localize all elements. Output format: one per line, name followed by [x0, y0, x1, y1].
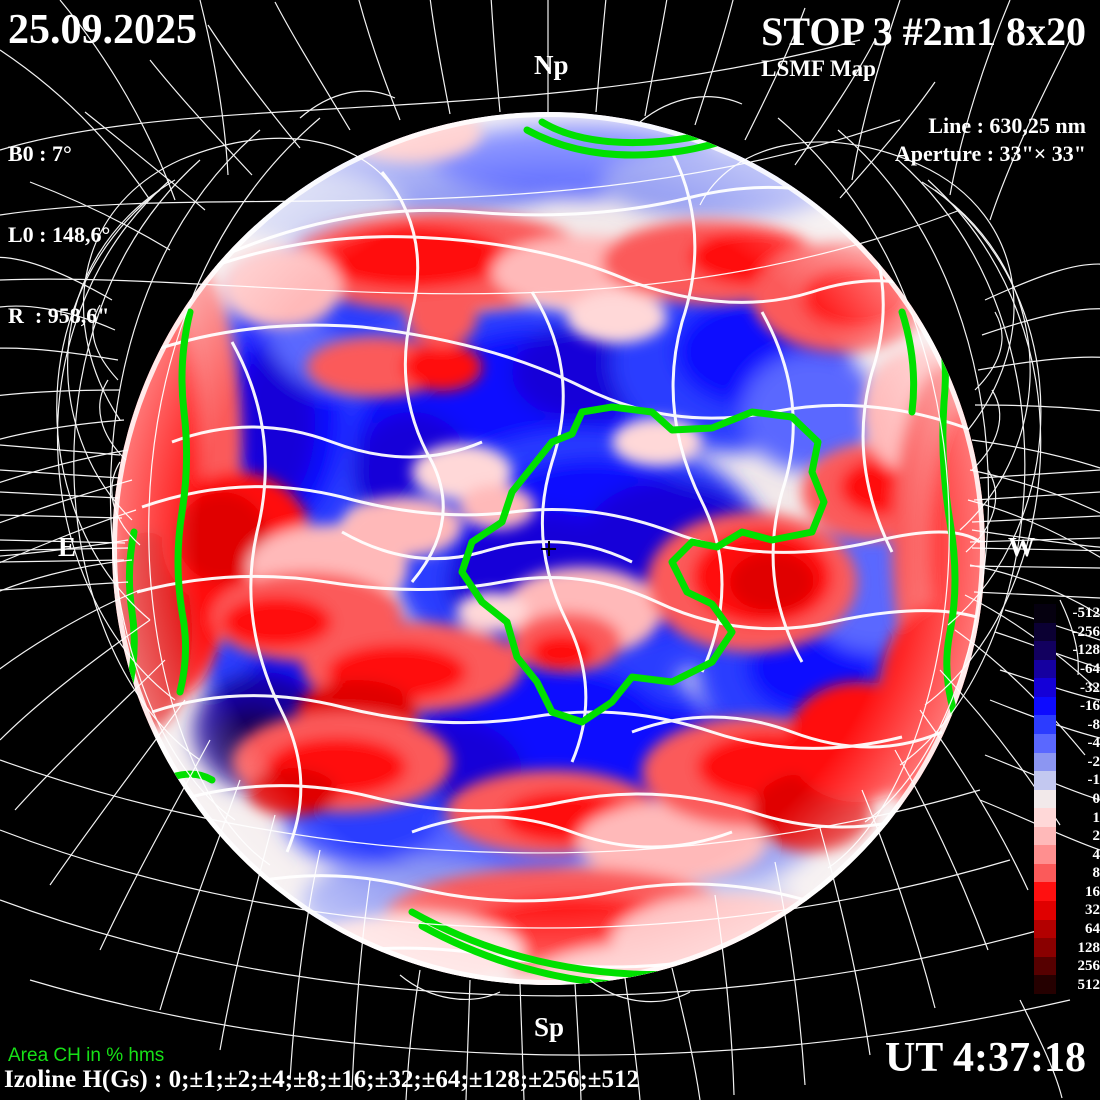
colorbar-tick-label: -32 — [1080, 679, 1100, 696]
radius-value: R : 958,6" — [8, 303, 110, 328]
north-pole-label: Np — [534, 50, 569, 80]
instrument-title-block: STOP 3 #2m1 8x20 LSMF Map — [761, 8, 1086, 82]
colorbar-tick-label: 32 — [1085, 902, 1100, 919]
colorbar-swatch — [1034, 678, 1056, 697]
colorbar-swatch — [1034, 696, 1056, 716]
colorbar-swatch — [1034, 901, 1056, 920]
colorbar-swatch — [1034, 845, 1056, 864]
colorbar-swatch — [1034, 919, 1056, 939]
aperture-value: Aperture : 33"× 33" — [894, 141, 1086, 166]
colorbar-swatch — [1034, 975, 1056, 994]
colorbar-tick-label: 2 — [1092, 828, 1100, 845]
map-type-label: LSMF Map — [761, 56, 876, 81]
colorbar-swatch — [1034, 882, 1056, 901]
colorbar-tick-label: 0 — [1092, 791, 1100, 807]
ch-area-title: Area CH in % hms — [8, 1045, 165, 1066]
colorbar-swatch — [1034, 604, 1056, 623]
colorbar-swatch — [1034, 622, 1056, 642]
colorbar-tick-label: 16 — [1085, 883, 1100, 900]
colorbar-swatch — [1034, 641, 1056, 660]
east-label: E — [58, 532, 77, 562]
solar-parameters-block: B0 : 7° L0 : 148,6° R : 958,6" — [8, 86, 110, 383]
colorbar-gradient — [1034, 604, 1056, 994]
colorbar-swatch — [1034, 956, 1056, 976]
disk-center-crosshair — [541, 541, 556, 556]
south-pole-label: Sp — [534, 1012, 565, 1042]
colorbar-tick-label: -128 — [1072, 642, 1100, 659]
l0-value: L0 : 148,6° — [8, 222, 111, 247]
colorbar-tick-label: -256 — [1072, 623, 1100, 640]
colorbar-swatch — [1034, 771, 1056, 790]
b0-value: B0 : 7° — [8, 141, 72, 166]
observation-settings-block: Line : 630,25 nm Aperture : 33"× 33" — [895, 112, 1086, 168]
west-label: W — [1008, 532, 1035, 562]
observation-date: 25.09.2025 — [8, 7, 197, 53]
colorbar-swatch — [1034, 863, 1056, 883]
colorbar-tick-label: -512 — [1072, 605, 1100, 622]
colorbar-swatch — [1034, 659, 1056, 679]
colorbar-tick-label: -16 — [1080, 698, 1100, 715]
colorbar-swatch — [1034, 789, 1056, 809]
spectral-line-value: Line : 630,25 nm — [928, 113, 1086, 138]
colorbar-tick-label: 8 — [1092, 865, 1100, 882]
colorbar-tick-label: -8 — [1087, 716, 1100, 733]
colorbar-tick-label: -4 — [1087, 735, 1100, 752]
colorbar-swatch — [1034, 752, 1056, 772]
isoline-levels-label: Izoline H(Gs) : 0;±1;±2;±4;±8;±16;±32;±6… — [4, 1066, 640, 1093]
colorbar-tick-label: 256 — [1077, 958, 1100, 975]
colorbar-tick-label: 1 — [1092, 809, 1100, 826]
colorbar-tick-label: 128 — [1077, 939, 1100, 956]
colorbar-tick-label: 512 — [1077, 976, 1100, 993]
instrument-title: STOP 3 #2m1 8x20 — [761, 9, 1086, 54]
colorbar-tick-label: 64 — [1085, 921, 1100, 937]
colorbar-tick-label: -2 — [1087, 753, 1100, 770]
colorbar-swatch — [1034, 715, 1056, 734]
colorbar-tick-labels: -512 -256 -128 -64 -32 -16 -8 -4 -2 -1 0 1 2 4 8 16 32 64… — [1056, 597, 1100, 997]
colorbar-tick-label: -64 — [1080, 661, 1100, 677]
ut-time-label: UT 4:37:18 — [884, 1035, 1086, 1081]
colorbar-swatch — [1034, 826, 1056, 846]
magnetic-field-colorbar: -512 -256 -128 -64 -32 -16 -8 -4 -2 -1 0 1 2 4 8 16 32 64… — [1034, 604, 1100, 994]
colorbar-tick-label: 4 — [1092, 846, 1100, 863]
colorbar-swatch — [1034, 733, 1056, 753]
colorbar-tick-label: -1 — [1087, 772, 1100, 789]
colorbar-swatch — [1034, 938, 1056, 957]
colorbar-swatch — [1034, 808, 1056, 827]
